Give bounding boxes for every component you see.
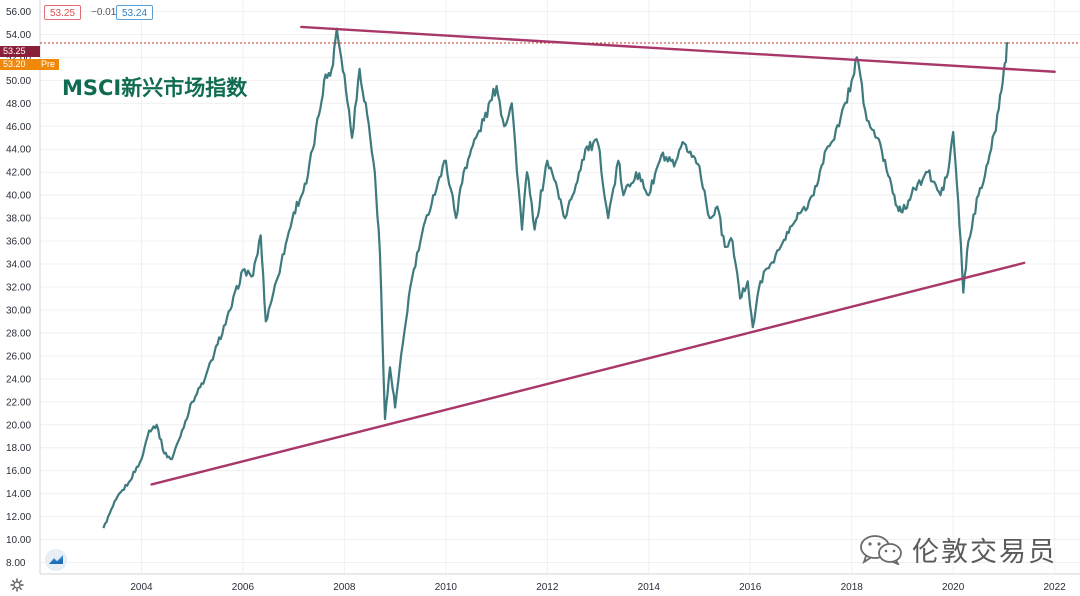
x-tick-label: 2016 [739, 582, 762, 593]
y-tick-label: 28.00 [6, 328, 31, 339]
tradingview-logo-icon[interactable] [45, 549, 67, 571]
x-tick-label: 2012 [536, 582, 559, 593]
x-tick-label: 2022 [1044, 582, 1067, 593]
y-axis-ticks: 8.00 10.00 12.00 14.00 16.00 18.00 20.00 22.00 2… [6, 7, 31, 569]
y-tick-label: 56.00 [6, 7, 31, 18]
y-tick-label: 24.00 [6, 374, 31, 385]
y-tick-label: 10.00 [6, 535, 31, 546]
last-price-tag: 53.25 [0, 46, 40, 57]
x-tick-label: 2020 [942, 582, 965, 593]
y-tick-label: 20.00 [6, 420, 31, 431]
watermark-text: 伦敦交易员 [912, 536, 1057, 568]
y-tick-label: 46.00 [6, 122, 31, 133]
wechat-icon [860, 535, 902, 565]
y-tick-label: 30.00 [6, 305, 31, 316]
y-tick-label: 48.00 [6, 99, 31, 110]
trendline-resistance[interactable] [300, 25, 1056, 73]
pre-market-price-tag: 53.20 [0, 59, 37, 70]
pre-market-badge: Pre [37, 59, 60, 70]
y-tick-label: 18.00 [6, 443, 31, 454]
y-tick-label: 38.00 [6, 214, 31, 225]
y-tick-label: 32.00 [6, 283, 31, 294]
chart-title: MSCI新兴市场指数 [62, 76, 248, 100]
ask-price-chip[interactable]: 53.24 [116, 5, 153, 20]
x-tick-label: 2004 [130, 582, 153, 593]
x-tick-label: 2018 [841, 582, 864, 593]
y-tick-label: 40.00 [6, 191, 31, 202]
x-axis-ticks: 2004 2006 2008 2010 2012 2014 2016 2018 2020 2022 [130, 582, 1066, 593]
y-tick-label: 42.00 [6, 168, 31, 179]
x-tick-label: 2014 [638, 582, 661, 593]
x-tick-label: 2008 [333, 582, 356, 593]
y-tick-label: 16.00 [6, 466, 31, 477]
y-tick-label: 26.00 [6, 351, 31, 362]
price-series-line[interactable] [102, 27, 1009, 529]
y-tick-label: 12.00 [6, 512, 31, 523]
y-tick-label: 34.00 [6, 260, 31, 271]
x-tick-label: 2010 [435, 582, 458, 593]
y-tick-label: 50.00 [6, 76, 31, 87]
y-tick-label: 44.00 [6, 145, 31, 156]
watermark: 伦敦交易员 [858, 532, 1057, 568]
y-tick-label: 52.00 [6, 53, 31, 64]
y-tick-label: 54.00 [6, 30, 31, 41]
y-tick-label: 14.00 [6, 489, 31, 500]
y-tick-label: 8.00 [6, 558, 26, 569]
y-tick-label: 22.00 [6, 397, 31, 408]
bid-price-chip[interactable]: 53.25 [44, 5, 81, 20]
price-change-label: −0.01 [91, 7, 117, 18]
trendline-support[interactable] [150, 261, 1026, 486]
trendlines[interactable] [150, 25, 1056, 486]
price-series[interactable] [102, 27, 1009, 529]
x-tick-label: 2006 [232, 582, 255, 593]
settings-icon[interactable] [10, 578, 24, 592]
y-tick-label: 36.00 [6, 237, 31, 248]
grid [40, 0, 1080, 574]
